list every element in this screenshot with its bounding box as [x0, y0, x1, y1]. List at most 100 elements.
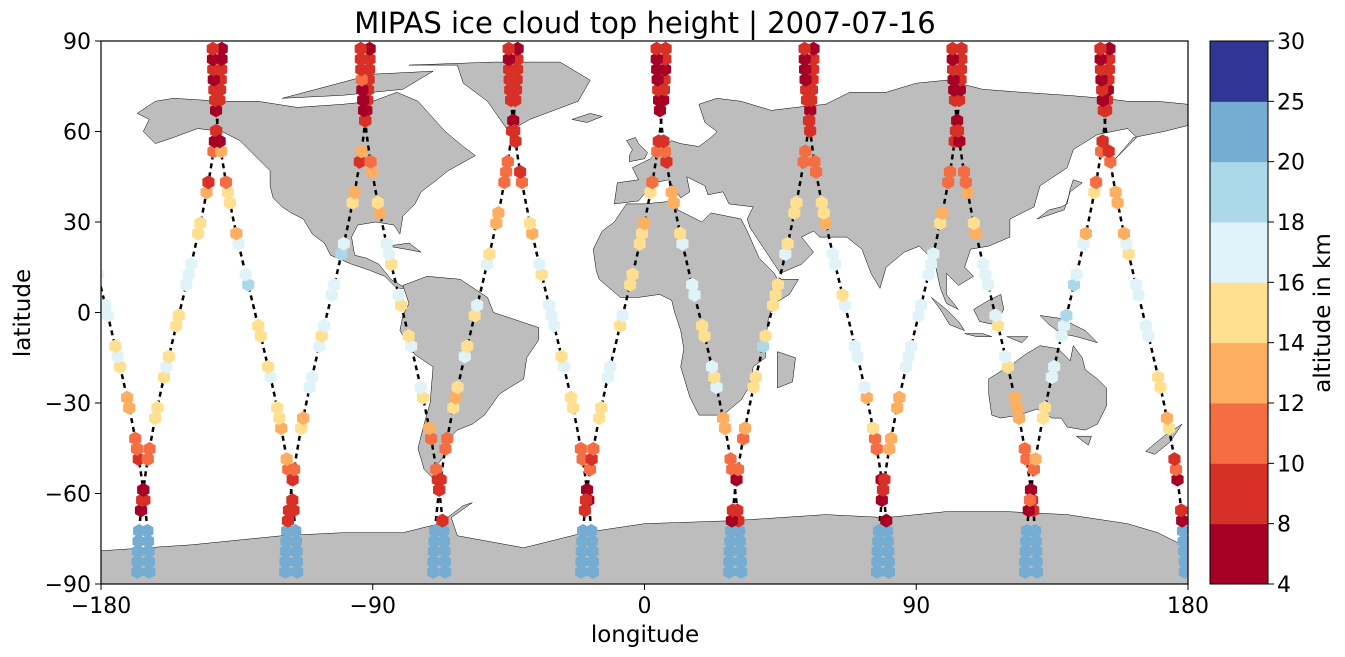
cloud-point — [61, 93, 73, 107]
cloud-point — [658, 144, 671, 159]
cloud-point — [514, 164, 527, 179]
cloud-point — [142, 554, 155, 569]
cloud-point — [564, 390, 577, 405]
cloud-point — [123, 400, 136, 415]
cloud-point — [306, 370, 319, 385]
cloud-point — [769, 288, 782, 302]
cloud-point — [280, 534, 293, 549]
cloud-point — [1036, 411, 1049, 426]
cloud-point — [72, 175, 84, 189]
cloud-point — [881, 534, 894, 549]
cloud-point — [797, 154, 810, 169]
cloud-point — [653, 103, 666, 118]
cloud-point — [438, 554, 451, 569]
cloud-point — [1008, 390, 1021, 405]
cloud-point — [900, 359, 913, 374]
cloud-point — [665, 185, 678, 200]
cloud-point — [1097, 103, 1110, 118]
cloud-point — [636, 226, 649, 241]
cloud-point — [427, 554, 440, 569]
cloud-point — [723, 554, 736, 569]
cloud-point — [667, 195, 680, 210]
cloud-point — [149, 411, 162, 426]
cloud-point — [215, 144, 228, 159]
cloud-point — [425, 431, 438, 446]
cloud-point — [575, 564, 588, 579]
cloud-point — [439, 441, 452, 456]
cloud-point — [951, 113, 964, 128]
colorbar-label: altitude in km — [1310, 233, 1336, 393]
cloud-point — [1027, 462, 1040, 477]
cloud-point — [325, 288, 338, 302]
cloud-point — [882, 544, 895, 559]
cloud-point — [1039, 400, 1052, 415]
colorbar: 4 8 10 12 14 16 18 20 25 30 — [1209, 30, 1305, 598]
cloud-point — [507, 113, 520, 128]
colorbar-tick-label: 4 — [1277, 573, 1291, 598]
cloud-point — [355, 144, 368, 159]
cloud-point — [946, 52, 959, 67]
y-tick-label: 60 — [63, 121, 91, 146]
cloud-point — [651, 72, 664, 87]
cloud-point — [981, 277, 995, 292]
cloud-point — [364, 154, 377, 169]
landmass-12 — [626, 137, 648, 163]
cloud-point — [1020, 523, 1033, 538]
cloud-point — [948, 82, 961, 97]
cloud-point — [315, 329, 328, 343]
cloud-point — [1094, 41, 1107, 56]
cloud-point — [1102, 144, 1115, 159]
cloud-point — [137, 482, 150, 497]
cloud-point — [883, 441, 896, 456]
cloud-point — [800, 93, 813, 108]
cloud-point — [804, 123, 817, 138]
cloud-point — [242, 277, 255, 292]
y-tick-label: −30 — [45, 392, 91, 417]
cloud-point — [449, 390, 462, 405]
cloud-point — [731, 462, 745, 477]
cloud-point — [346, 195, 359, 210]
cloud-point — [953, 134, 966, 149]
cloud-point — [1019, 554, 1032, 569]
cloud-point — [303, 380, 316, 395]
cloud-point — [458, 349, 471, 364]
cloud-point — [989, 308, 1002, 323]
x-tick-label: −180 — [71, 594, 131, 619]
cloud-point — [1079, 226, 1092, 241]
cloud-point — [734, 544, 747, 559]
cloud-point — [601, 370, 614, 385]
cloud-point — [1096, 134, 1109, 149]
cloud-point — [483, 247, 496, 261]
cloud-point — [567, 400, 580, 415]
cloud-point — [281, 523, 294, 538]
cloud-point — [653, 93, 666, 108]
cloud-point — [434, 472, 447, 487]
cloud-point — [585, 452, 598, 467]
cloud-point — [1111, 195, 1124, 210]
cloud-point — [461, 339, 474, 354]
cloud-point — [502, 52, 515, 67]
cloud-point — [282, 503, 295, 518]
cloud-point — [281, 513, 295, 528]
colorbar-segment — [1210, 342, 1268, 404]
landmass-0 — [136, 92, 476, 289]
cloud-point — [1104, 154, 1117, 169]
cloud-point — [1178, 564, 1188, 579]
cloud-point — [604, 359, 617, 374]
colorbar-tick-label: 30 — [1277, 30, 1305, 55]
cloud-point — [131, 564, 144, 579]
cloud-point — [1048, 359, 1061, 374]
cloud-point — [652, 82, 665, 97]
cloud-point — [142, 544, 155, 559]
cloud-point — [575, 554, 588, 569]
cloud-point — [555, 349, 568, 364]
y-tick-label: −60 — [45, 483, 91, 508]
cloud-point — [798, 41, 811, 56]
cloud-point — [1077, 236, 1090, 251]
cloud-point — [767, 298, 780, 313]
cloud-point — [223, 195, 236, 210]
cloud-point — [414, 380, 427, 395]
cloud-point — [871, 544, 884, 559]
cloud-point — [581, 482, 594, 497]
cloud-point — [427, 544, 440, 559]
